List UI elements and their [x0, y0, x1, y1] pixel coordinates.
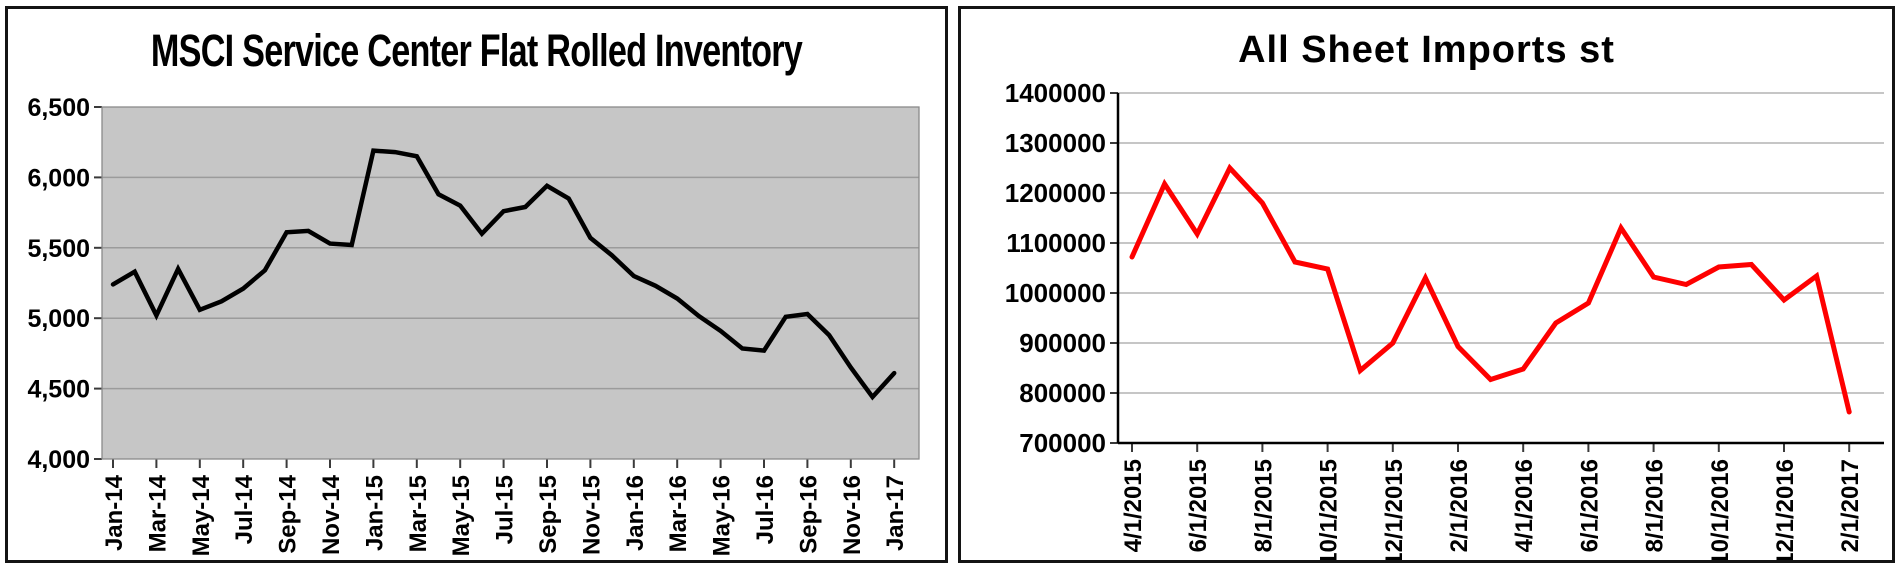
x-axis-label: Sep-15: [535, 475, 562, 554]
y-axis-label: 1100000: [1006, 228, 1106, 258]
x-axis-label: Jan-17: [882, 475, 909, 551]
y-axis-label: 5,500: [27, 235, 90, 263]
x-axis-label: 2/1/2017: [1837, 459, 1864, 552]
y-axis-label: 6,000: [27, 164, 90, 192]
plot-border: [101, 106, 920, 460]
x-axis-label: 4/1/2016: [1511, 459, 1538, 552]
x-axis-label: Mar-15: [405, 475, 432, 552]
y-axis-label: 1300000: [1005, 128, 1106, 158]
y-axis-label: 5,000: [27, 305, 90, 333]
inventory-line-chart: 4,000 4,500 5,000 5,500 6,000 6,500 Jan-14 Mar-…: [27, 94, 920, 556]
x-axis-label: 10/1/2016: [1707, 459, 1734, 560]
y-axis-label: 900000: [1019, 328, 1106, 358]
imports-line-chart: 700000 800000 900000 1000000 1100000 1200000 1…: [1005, 78, 1884, 560]
x-axis-label: 10/1/2015: [1316, 459, 1343, 560]
series-line: [1129, 163, 1852, 415]
y-axis-label: 700000: [1019, 428, 1106, 458]
x-axis-label: 2/1/2016: [1446, 459, 1473, 552]
x-axis-label: Jan-14: [101, 474, 128, 551]
x-axis-label: Nov-14: [318, 474, 345, 555]
x-axis-label: Sep-14: [275, 474, 302, 553]
x-axis-label: Jul-16: [752, 475, 779, 544]
imports-chart-title: All Sheet Imports st: [1238, 29, 1615, 71]
x-axis-label: May-16: [709, 475, 736, 556]
x-axis-label: 6/1/2015: [1185, 459, 1212, 552]
x-axis-label: 12/1/2015: [1381, 459, 1408, 560]
x-axis-label: Sep-16: [795, 475, 822, 554]
x-axis-label: 8/1/2015: [1250, 459, 1277, 552]
x-axis-label: Mar-14: [144, 474, 171, 552]
y-axis-label: 1400000: [1005, 78, 1106, 108]
y-axis-label: 1200000: [1005, 178, 1106, 208]
imports-chart-panel: All Sheet Imports st 700000 800000 900000 1…: [958, 6, 1895, 563]
series-line: [110, 148, 897, 401]
x-axis-label: Mar-16: [665, 475, 692, 552]
plot-area: [102, 107, 919, 459]
x-axis-label: Nov-15: [578, 475, 605, 555]
y-axis-label: 800000: [1019, 378, 1106, 408]
y-axis-label: 4,000: [27, 446, 90, 474]
x-axis-label: Nov-16: [839, 475, 866, 555]
x-axis-label: Jul-14: [231, 474, 258, 544]
x-axis-label: May-15: [448, 475, 475, 556]
y-axis-label: 4,500: [27, 376, 90, 404]
inventory-chart-title: MSCI Service Center Flat Rolled Inventor…: [150, 25, 803, 76]
x-axis-label: 4/1/2015: [1120, 459, 1147, 552]
x-axis-label: May-14: [188, 474, 215, 556]
x-axis-label: 12/1/2016: [1772, 459, 1799, 560]
y-axis-label: 6,500: [27, 94, 90, 122]
x-axis-label: Jul-15: [492, 475, 519, 544]
inventory-chart-panel: MSCI Service Center Flat Rolled Inventor…: [5, 6, 948, 563]
x-axis-label: 8/1/2016: [1642, 459, 1669, 552]
x-axis-label: 6/1/2016: [1576, 459, 1603, 552]
y-axis-label: 1000000: [1005, 278, 1106, 308]
x-axis-label: Jan-15: [361, 475, 388, 551]
x-axis-label: Jan-16: [622, 475, 649, 551]
